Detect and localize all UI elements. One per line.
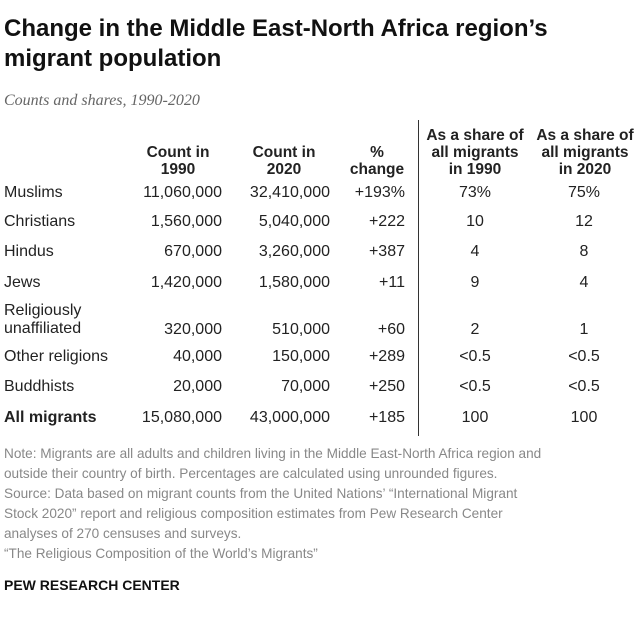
table-row-christians: Christians 1,560,000 5,040,000 +222 10 1… [0,213,640,237]
table-row-other-religions: Other religions 40,000 150,000 +289 <0.5… [0,348,640,372]
cell-share-1990: 10 [466,213,484,230]
table-row-buddhists: Buddhists 20,000 70,000 +250 <0.5 <0.5 [0,378,640,402]
cell-share-1990: 73% [458,184,492,201]
cell-share-2020: <0.5 [568,378,600,395]
cell-share-1990: 2 [470,321,480,338]
cell-share-1990: 9 [470,274,480,291]
cell-pct-change: +387 [368,243,405,260]
cell-pct-change: +250 [368,378,405,395]
cell-pct-change: +193% [354,184,405,201]
cell-count-1990: 670,000 [164,243,222,260]
cell-pct-change: +185 [368,409,405,426]
column-divider [418,120,419,436]
cell-count-2020: 150,000 [272,348,330,365]
cell-share-2020: <0.5 [568,348,600,365]
header-pct-change: % change [349,144,405,178]
cell-count-1990: 11,060,000 [143,184,222,201]
row-label: Hindus [4,243,54,260]
table-row-jews: Jews 1,420,000 1,580,000 +11 9 4 [0,274,640,298]
header-share-1990: As a share of all migrants in 1990 [426,127,524,178]
cell-share-1990: <0.5 [459,348,491,365]
row-label: Other religions [4,348,109,365]
chart-subtitle: Counts and shares, 1990-2020 [4,92,200,109]
cell-share-2020: 8 [579,243,589,260]
source-line: Stock 2020” report and religious composi… [4,506,503,521]
row-label: Christians [4,213,76,230]
row-label: Muslims [4,184,63,201]
cell-share-2020: 1 [579,321,589,338]
report-title-line: “The Religious Composition of the World’… [4,546,318,561]
table-row-religiously-unaffiliated: Religiously unaffiliated 320,000 510,000… [0,302,640,342]
note-line: Note: Migrants are all adults and childr… [4,446,542,461]
cell-count-2020: 70,000 [281,378,330,395]
note-line: outside their country of birth. Percenta… [4,466,498,481]
header-count-2020: Count in 2020 [252,144,316,178]
cell-count-2020: 3,260,000 [258,243,330,260]
header-count-1990: Count in 1990 [146,144,210,178]
source-line: Source: Data based on migrant counts fro… [4,486,518,501]
row-label: All migrants [4,409,97,426]
source-line: analyses of 270 censuses and surveys. [4,526,242,541]
cell-count-1990: 1,420,000 [150,274,222,291]
row-label: Religiously unaffiliated [4,302,82,337]
table-row-all-migrants: All migrants 15,080,000 43,000,000 +185 … [0,409,640,433]
cell-count-1990: 40,000 [173,348,222,365]
cell-share-2020: 4 [579,274,589,291]
cell-count-2020: 5,040,000 [258,213,330,230]
header-share-2020: As a share of all migrants in 2020 [536,127,634,178]
title-line-1: Change in the Middle East-North Africa r… [4,15,548,42]
cell-count-2020: 510,000 [272,321,330,338]
cell-count-2020: 1,580,000 [258,274,330,291]
cell-pct-change: +289 [368,348,405,365]
cell-count-1990: 1,560,000 [150,213,222,230]
cell-count-2020: 43,000,000 [249,409,330,426]
row-label: Buddhists [4,378,75,395]
chart-title: Change in the Middle East-North Africa r… [4,14,624,74]
row-label: Jews [4,274,41,291]
cell-count-1990: 20,000 [173,378,222,395]
cell-count-1990: 15,080,000 [141,409,222,426]
cell-count-1990: 320,000 [164,321,222,338]
cell-pct-change: +222 [368,213,405,230]
publisher-logo-text: PEW RESEARCH CENTER [4,577,180,593]
cell-count-2020: 32,410,000 [249,184,330,201]
cell-share-2020: 75% [567,184,601,201]
cell-share-1990: <0.5 [459,378,491,395]
table-row-hindus: Hindus 670,000 3,260,000 +387 4 8 [0,243,640,267]
cell-share-2020: 100 [570,409,598,426]
table-row-muslims: Muslims 11,060,000 32,410,000 +193% 73% … [0,184,640,208]
cell-pct-change: +60 [377,321,405,338]
title-line-2: migrant population [4,45,222,72]
source-notes: Note: Migrants are all adults and childr… [4,444,634,564]
cell-share-1990: 100 [461,409,489,426]
cell-share-1990: 4 [470,243,480,260]
cell-share-2020: 12 [575,213,593,230]
cell-pct-change: +11 [379,274,405,291]
